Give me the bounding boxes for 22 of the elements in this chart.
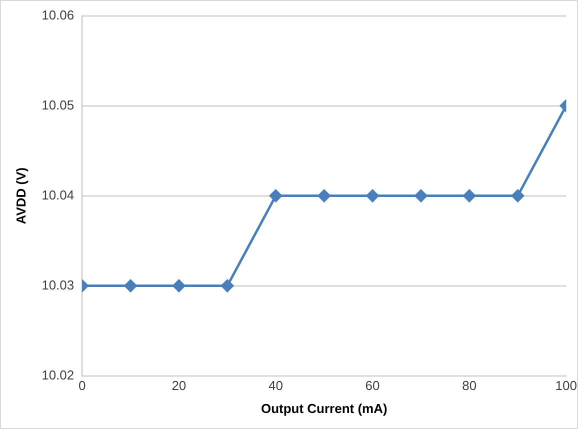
y-axis-title: AVDD (V) — [13, 167, 28, 224]
y-tick-label: 10.06 — [42, 7, 74, 22]
point — [124, 280, 137, 292]
x-tick-label: 80 — [462, 378, 477, 394]
x-tick-label: 40 — [268, 378, 283, 394]
x-tick-label: 20 — [172, 378, 186, 394]
x-tick-label: 60 — [365, 378, 380, 394]
y-tick-label: 10.02 — [42, 367, 74, 382]
x-tick-label: 0 — [78, 378, 86, 394]
point — [269, 190, 282, 202]
point — [221, 280, 234, 292]
point — [414, 190, 428, 202]
x-tick-label: 100 — [555, 378, 578, 394]
y-tick-label: 10.04 — [42, 187, 74, 202]
point — [512, 190, 524, 202]
point — [318, 190, 330, 202]
y-tick-label: 10.03 — [42, 277, 74, 292]
y-tick-label: 10.05 — [42, 97, 74, 112]
point — [366, 190, 379, 202]
point — [463, 190, 476, 202]
x-axis-title: Output Current (mA) — [260, 400, 388, 416]
point — [172, 280, 186, 292]
